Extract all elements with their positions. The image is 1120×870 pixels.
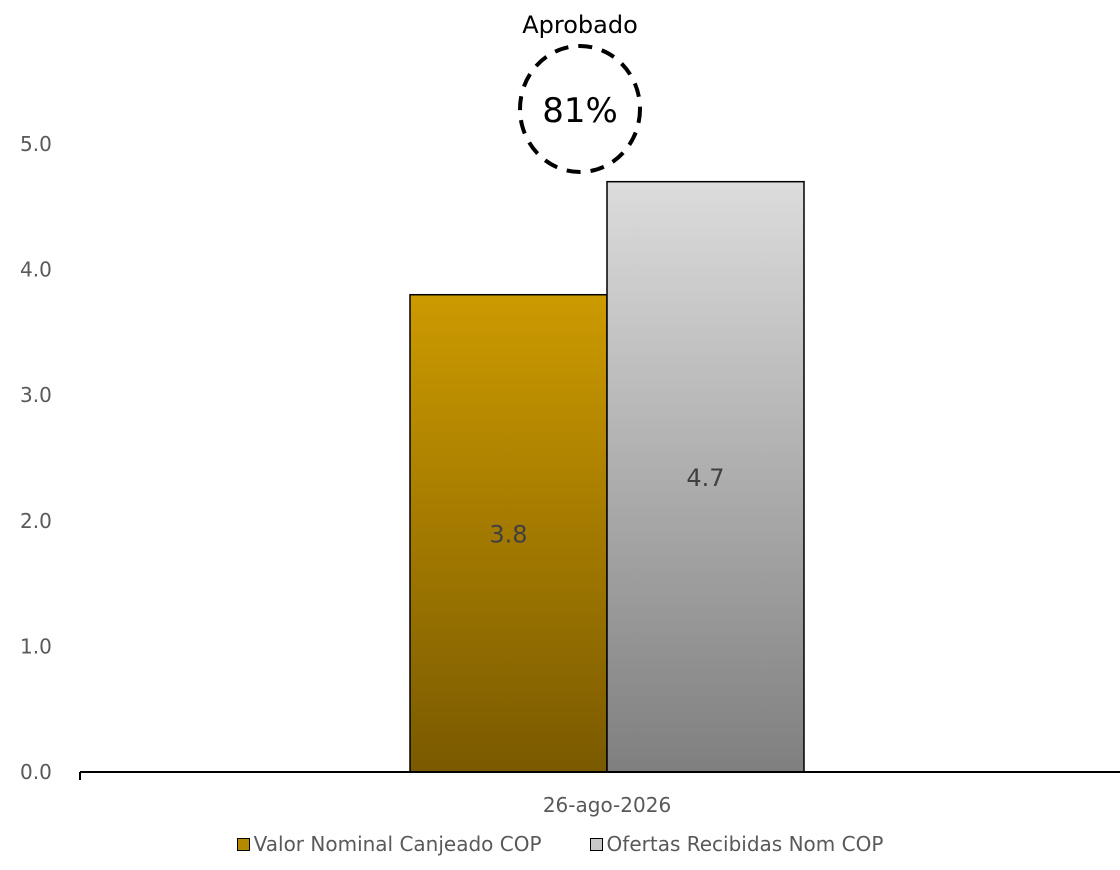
bar-ofertas-recibidas (606, 180, 805, 773)
data-label: 3.8 (489, 520, 527, 548)
legend-label-ofertas-recibidas: Ofertas Recibidas Nom COP (606, 832, 884, 856)
x-category-label: 26-ago-2026 (543, 793, 671, 817)
annotation-title: Aprobado (522, 11, 638, 39)
bars (409, 180, 805, 773)
legend-swatch-valor-nominal (236, 837, 250, 851)
y-axis-ticks: 0.0 1.0 2.0 3.0 4.0 5.0 (20, 132, 52, 784)
data-label: 4.7 (686, 464, 724, 492)
bar-valor-nominal (409, 293, 608, 773)
data-labels: 3.8 4.7 (489, 464, 724, 549)
y-tick-label: 4.0 (20, 258, 52, 282)
legend-swatch-ofertas-recibidas (589, 837, 603, 851)
y-tick-label: 1.0 (20, 634, 52, 658)
y-tick-label: 3.0 (20, 383, 52, 407)
y-tick-label: 5.0 (20, 132, 52, 156)
y-tick-label: 2.0 (20, 509, 52, 533)
annotation-value: 81% (542, 91, 618, 131)
legend-item-ofertas-recibidas: Ofertas Recibidas Nom COP (589, 832, 884, 856)
annotation-dashed-circle (518, 44, 642, 174)
legend-label-valor-nominal: Valor Nominal Canjeado COP (253, 832, 542, 856)
legend-item-valor-nominal: Valor Nominal Canjeado COP (236, 832, 542, 856)
approval-annotation: Aprobado 81% (518, 11, 642, 174)
legend: Valor Nominal Canjeado COP Ofertas Recib… (0, 832, 1120, 856)
y-tick-label: 0.0 (20, 760, 52, 784)
